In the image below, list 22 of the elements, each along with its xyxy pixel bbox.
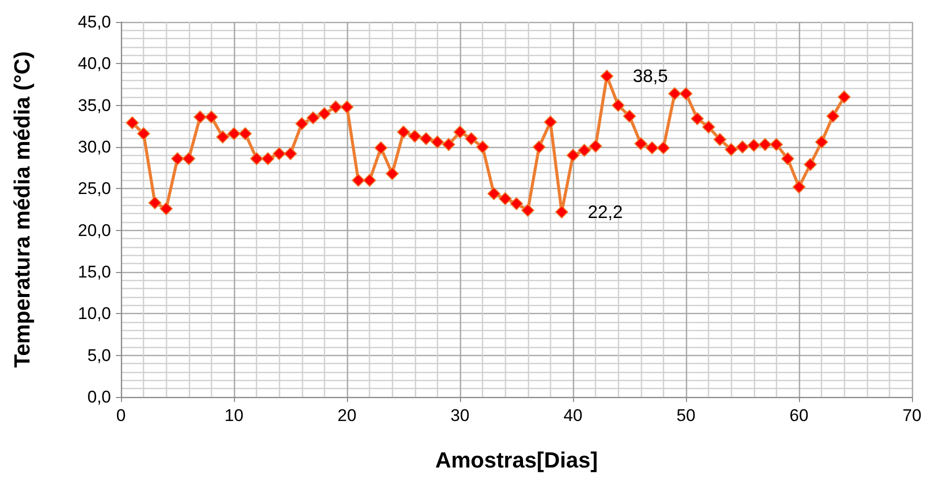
- y-tick-label: 45,0: [78, 12, 111, 32]
- y-tick-label: 35,0: [78, 96, 111, 115]
- x-tick-label: 0: [116, 406, 126, 425]
- x-tick-label: 20: [338, 406, 356, 425]
- y-tick-label: 20,0: [78, 220, 111, 240]
- y-tick-label: 15,0: [78, 262, 111, 282]
- x-tick-label: 30: [450, 406, 470, 425]
- x-tick-label: 50: [676, 406, 696, 425]
- y-tick-label: 5,0: [87, 346, 111, 365]
- y-tick-label: 0,0: [87, 388, 111, 406]
- x-tick-label: 10: [224, 406, 244, 425]
- y-tick-label: 30,0: [78, 138, 111, 156]
- x-tick-label: 60: [790, 406, 808, 425]
- y-tick-label: 25,0: [78, 179, 111, 198]
- x-tick-label: 40: [564, 406, 582, 425]
- y-tick-label: 40,0: [78, 54, 111, 74]
- y-tick-label: 10,0: [78, 304, 111, 324]
- annotation: 38,5: [632, 66, 668, 86]
- annotation: 22,2: [588, 202, 623, 222]
- x-tick-label: 70: [902, 406, 922, 425]
- x-axis-title: Amostras[Dias]: [435, 448, 598, 472]
- y-axis-title: Temperatura média média (°C): [10, 51, 34, 368]
